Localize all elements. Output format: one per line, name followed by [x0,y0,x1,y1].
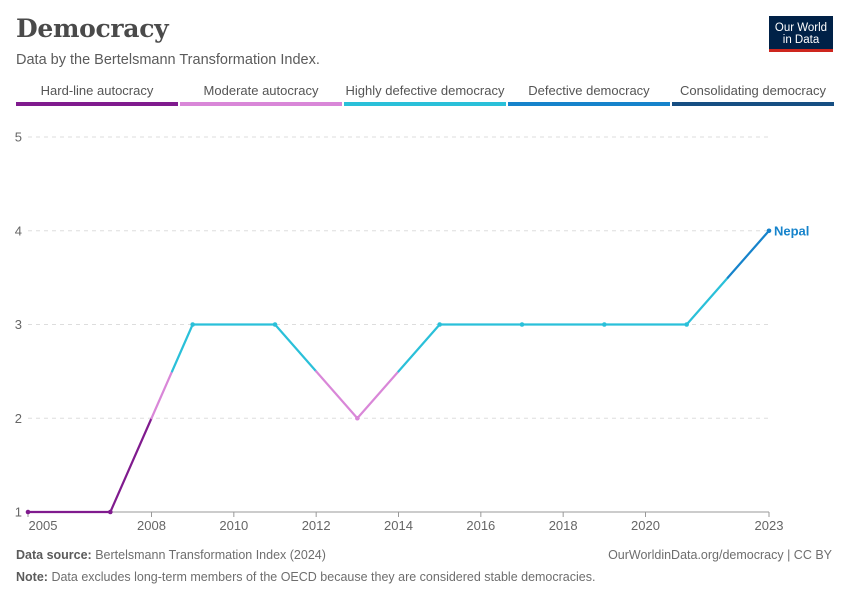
data-point [108,509,113,515]
series-label-nepal: Nepal [774,223,809,238]
logo-line-2: in Data [782,34,820,46]
series-line-segment [170,323,194,373]
logo-accent-bar [769,49,833,52]
x-tick-label: 2016 [466,518,495,533]
data-point [602,322,607,327]
legend-label: Consolidating democracy [680,83,826,98]
series-line-segment [315,370,359,420]
y-tick-label: 4 [15,223,22,238]
y-tick-label: 2 [15,411,22,426]
data-point [519,322,525,327]
legend-label: Highly defective democracy [345,83,505,98]
series-line-segment [273,323,318,373]
logo-line-1: Our World [774,21,828,34]
data-point [272,322,278,327]
data-point [190,322,195,327]
chart-subtitle: Data by the Bertelsmann Transformation I… [16,52,320,68]
y-tick-label: 5 [15,130,22,145]
series-line-segment [397,323,441,373]
series-line-segment [109,417,153,514]
x-tick-label: 2010 [219,518,248,533]
source-label: Data source: [16,548,92,562]
legend-hard-line-autocracy[interactable]: Hard-line autocracy [16,82,178,106]
legend-defective-democracy[interactable]: Defective democracy [508,82,670,106]
data-point [766,228,772,234]
x-tick-label: 2023 [755,518,784,533]
legend-swatch [672,102,834,106]
legend-label: Moderate autocracy [203,83,319,98]
x-tick-label: 2008 [137,518,166,533]
data-point [684,322,689,327]
owid-logo[interactable]: Our World in Data [769,16,833,52]
legend-label: Defective democracy [528,83,650,98]
data-point [355,415,360,421]
note-label: Note: [16,570,48,584]
series-line-segment [356,370,400,420]
series-line-segment [726,229,771,279]
x-tick-label: 2005 [29,518,58,533]
y-tick-label: 1 [15,505,22,520]
data-point [437,322,442,327]
line-chart: 1 2 3 4 5 2005 2008 2010 2012 2014 2016 2018 2020 202… [15,130,810,534]
y-tick-label: 3 [15,317,22,332]
chart-note: Note: Data excludes long-term members of… [16,570,595,584]
x-tick-label: 2018 [549,518,578,533]
x-tick-label: 2014 [384,518,413,533]
data-source: Data source: Bertelsmann Transformation … [16,548,326,562]
x-tick-label: 2012 [302,518,331,533]
legend-consolidating-democracy[interactable]: Consolidating democracy [672,82,834,106]
color-legend: Hard-line autocracy Moderate autocracy H… [16,82,834,106]
data-point [25,509,31,515]
legend-swatch [508,102,670,106]
x-tick-label: 2020 [631,518,660,533]
legend-swatch [344,102,506,106]
legend-highly-defective-democracy[interactable]: Highly defective democracy [344,82,506,106]
series-line-segment [685,276,729,326]
chart-title: Democracy [16,14,169,43]
legend-swatch [16,102,178,106]
source-url-link[interactable]: OurWorldinData.org/democracy | CC BY [608,548,832,562]
legend-moderate-autocracy[interactable]: Moderate autocracy [180,82,342,106]
legend-swatch [180,102,342,106]
note-text: Data excludes long-term members of the O… [51,570,596,584]
series-line-segment [150,370,174,420]
source-text: Bertelsmann Transformation Index (2024) [95,548,326,562]
legend-label: Hard-line autocracy [40,83,154,98]
